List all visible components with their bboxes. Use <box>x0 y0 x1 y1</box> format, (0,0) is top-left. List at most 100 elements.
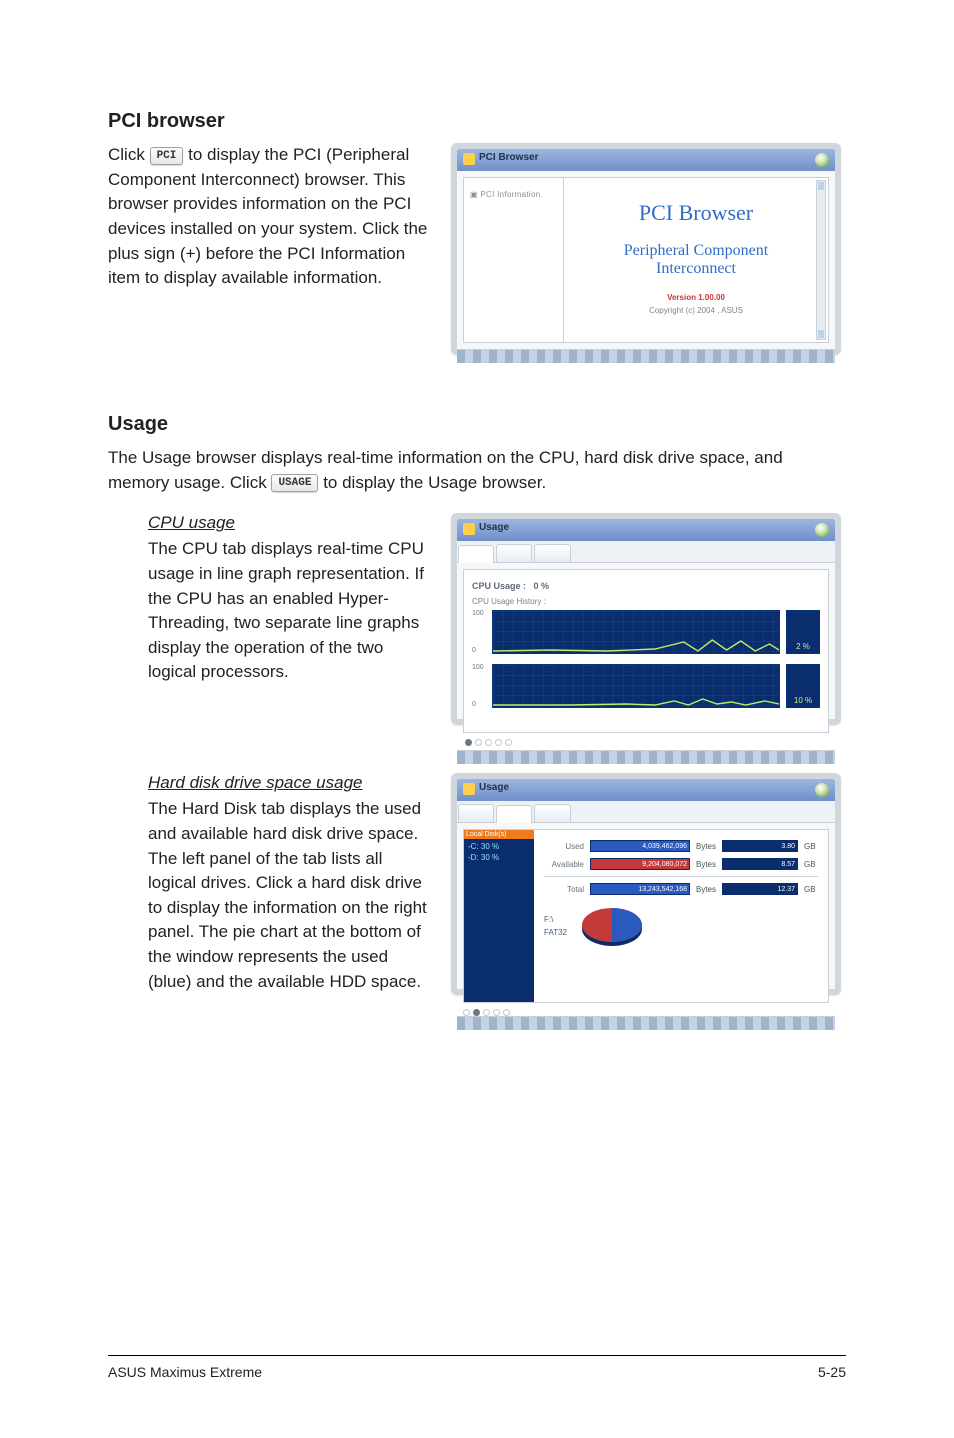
disk-row-unit: Bytes <box>696 842 716 851</box>
tab-mem[interactable] <box>534 804 570 822</box>
hdd-usage-text: The Hard Disk tab displays the used and … <box>148 797 433 994</box>
hdd-window-title: Usage <box>479 782 509 793</box>
pager-dot[interactable] <box>475 739 482 746</box>
axis-top-2: 100 <box>472 664 486 671</box>
pager-dot[interactable] <box>505 739 512 746</box>
disk-row-total: Total 13,243,542,168 Bytes 12.37 GB <box>544 883 818 895</box>
tab-mem[interactable] <box>534 544 570 562</box>
usage-heading: Usage <box>108 413 846 436</box>
disk-row-label: Total <box>544 885 584 894</box>
pci-para-b: to display the PCI (Peripheral Component… <box>108 145 427 287</box>
disk-row-bar: 13,243,542,168 <box>590 883 690 895</box>
tab-hdd[interactable] <box>496 544 532 562</box>
pager-dot[interactable] <box>485 739 492 746</box>
pci-paragraph: Click PCI to display the PCI (Peripheral… <box>108 143 433 291</box>
cpu-usage-label: CPU Usage : 0 % <box>472 581 549 591</box>
disk-row-pctunit: GB <box>804 860 816 869</box>
disk-row-value: 4,039,462,096 <box>642 841 687 851</box>
pager-dot[interactable] <box>465 739 472 746</box>
pci-tree-panel: ▣ PCI Information <box>464 178 564 342</box>
window-footer-stripes <box>457 1016 835 1030</box>
cpu-graph-2 <box>492 664 780 708</box>
tab-hdd[interactable] <box>496 805 532 823</box>
cpu-usage-label-txt: CPU Usage : <box>472 581 526 591</box>
hdd-tabs <box>457 801 835 823</box>
disk-row-bar: 9,204,080,072 <box>590 858 690 870</box>
footer-left: ASUS Maximus Extreme <box>108 1364 262 1380</box>
cpu-pct-box-2: 10 % <box>786 664 820 708</box>
usage-intro-b: to display the Usage browser. <box>323 473 546 492</box>
cpu-tabs <box>457 541 835 563</box>
disk-row-value: 13,243,542,168 <box>638 884 687 894</box>
pci-subtitle: Peripheral Component Interconnect <box>624 242 768 279</box>
axis-top-1: 100 <box>472 610 486 617</box>
pci-tree-item-label: PCI Information <box>480 190 540 199</box>
pager-dot[interactable] <box>483 1009 490 1016</box>
pci-heading: PCI browser <box>108 110 846 133</box>
disk-row-label: Available <box>544 860 584 869</box>
pager-dot[interactable] <box>473 1009 480 1016</box>
disk-row-unit: Bytes <box>696 860 716 869</box>
disk-drive-item[interactable]: -C: 30 % <box>468 842 530 851</box>
scrollbar[interactable] <box>816 180 826 340</box>
disk-row-bar: 4,039,462,096 <box>590 840 690 852</box>
window-icon <box>463 153 475 165</box>
pci-subtitle-2: Interconnect <box>656 260 736 277</box>
cpu-window-title: Usage <box>479 522 509 533</box>
pie-chart <box>577 903 647 951</box>
disk-row-used: Used 4,039,462,096 Bytes 3.80 GB <box>544 840 818 852</box>
pci-inline-button[interactable]: PCI <box>150 147 184 165</box>
page-footer: ASUS Maximus Extreme 5-25 <box>108 1355 846 1380</box>
pci-version: Version 1.00.00 <box>667 293 725 302</box>
disk-drive-list: Local Disk(s) -C: 30 % -D: 30 % <box>464 830 534 1002</box>
close-icon[interactable] <box>815 523 829 537</box>
pci-browser-screenshot: PCI Browser ▣ PCI Information PCI Browse… <box>451 143 841 355</box>
axis-bot-2: 0 <box>472 701 486 708</box>
disk-row-pct: 12.37 <box>722 883 798 895</box>
window-icon <box>463 523 475 535</box>
disk-row-unit: Bytes <box>696 885 716 894</box>
disk-row-pct: 8.57 <box>722 858 798 870</box>
cpu-usage-screenshot: Usage CPU Usage : 0 % CPU Usage Histo <box>451 513 841 725</box>
usage-intro: The Usage browser displays real-time inf… <box>108 446 846 495</box>
disk-row-label: Used <box>544 842 584 851</box>
pci-brand: PCI Browser <box>639 200 753 226</box>
tab-cpu[interactable] <box>458 804 494 822</box>
pager-dot[interactable] <box>463 1009 470 1016</box>
disk-row-available: Available 9,204,080,072 Bytes 8.57 GB <box>544 858 818 870</box>
disk-list-header: Local Disk(s) <box>464 830 534 839</box>
pager-dot[interactable] <box>493 1009 500 1016</box>
axis-bot-1: 0 <box>472 647 486 654</box>
hdd-titlebar: Usage <box>457 779 835 801</box>
pci-para-a: Click <box>108 145 150 164</box>
disk-row-pctunit: GB <box>804 842 816 851</box>
cpu-history-label: CPU Usage History : <box>472 597 820 606</box>
pci-titlebar: PCI Browser <box>457 149 835 171</box>
cpu-titlebar: Usage <box>457 519 835 541</box>
hdd-usage-title: Hard disk drive space usage <box>148 773 433 793</box>
window-footer-stripes <box>457 349 835 363</box>
disk-row-pct: 3.80 <box>722 840 798 852</box>
disk-row-value: 9,204,080,072 <box>642 859 687 869</box>
tab-cpu[interactable] <box>458 545 494 563</box>
cpu-usage-pct: 0 % <box>534 581 550 591</box>
footer-right: 5-25 <box>818 1364 846 1380</box>
disk-drive-item[interactable]: -D: 30 % <box>468 853 530 862</box>
pager-dot[interactable] <box>503 1009 510 1016</box>
pie-drive-label: F:\ <box>544 914 567 927</box>
pie-labels: F:\ FAT32 <box>544 914 567 940</box>
pci-tree-item[interactable]: ▣ PCI Information <box>470 190 540 199</box>
pie-fs-label: FAT32 <box>544 927 567 940</box>
disk-row-pctunit: GB <box>804 885 816 894</box>
pci-copyright: Copyright (c) 2004 , ASUS <box>649 306 743 315</box>
pci-subtitle-1: Peripheral Component <box>624 242 768 259</box>
cpu-usage-title: CPU usage <box>148 513 433 533</box>
pci-window-title: PCI Browser <box>479 152 538 163</box>
usage-inline-button[interactable]: USAGE <box>271 474 318 492</box>
pager-dot[interactable] <box>495 739 502 746</box>
close-icon[interactable] <box>815 153 829 167</box>
hdd-usage-screenshot: Usage Local Disk(s) -C: 30 % -D: 30 % <box>451 773 841 995</box>
close-icon[interactable] <box>815 783 829 797</box>
cpu-usage-text: The CPU tab displays real-time CPU usage… <box>148 537 433 685</box>
divider <box>544 876 818 877</box>
